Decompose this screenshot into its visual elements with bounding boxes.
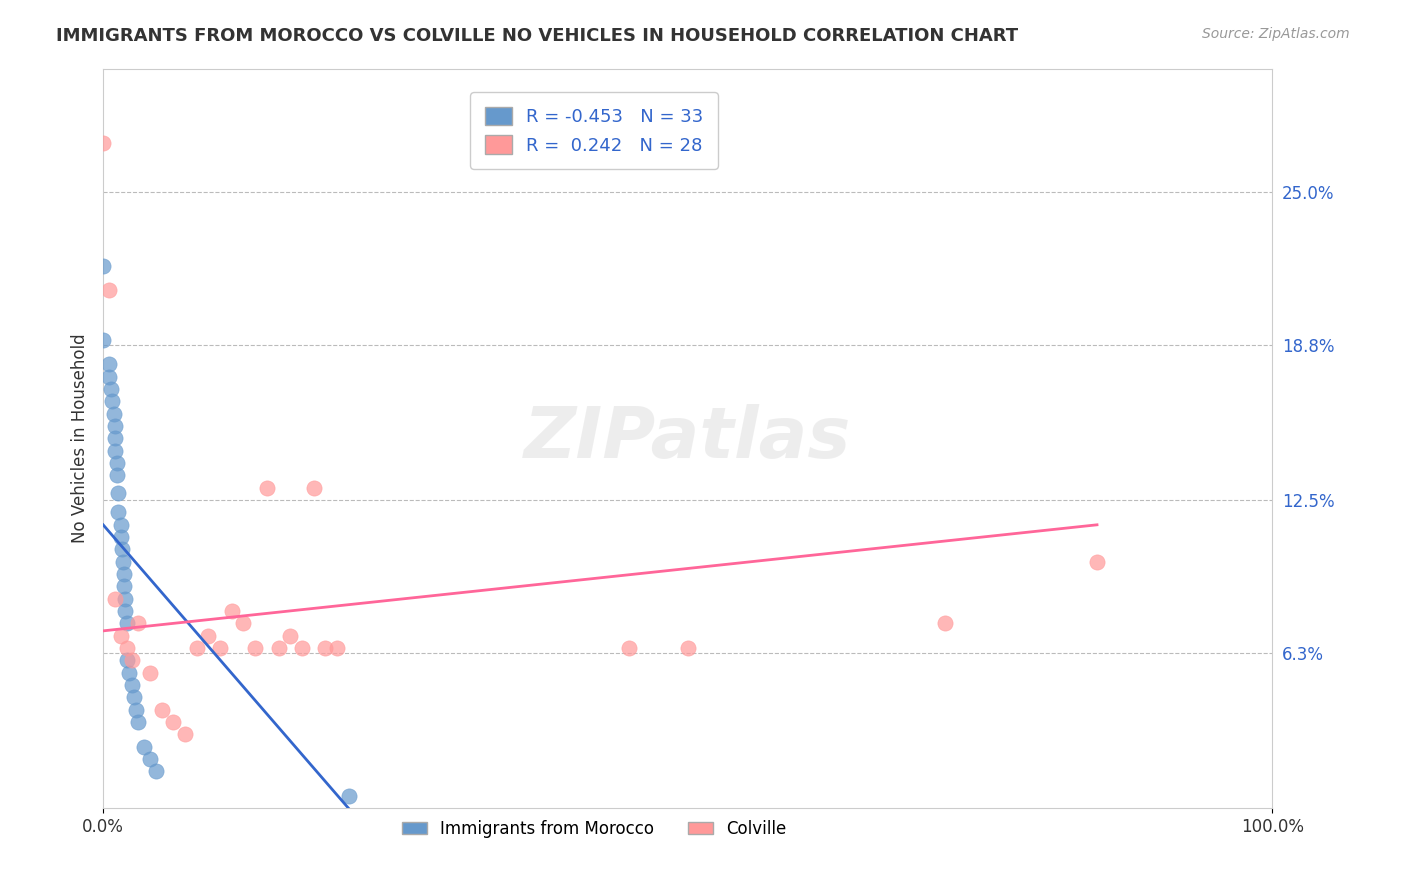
Point xyxy=(934,616,956,631)
Y-axis label: No Vehicles in Household: No Vehicles in Household xyxy=(72,334,89,543)
Point xyxy=(267,641,290,656)
Point xyxy=(314,641,336,656)
Point xyxy=(100,382,122,396)
Point xyxy=(110,517,132,532)
Point xyxy=(91,333,114,347)
Point xyxy=(115,616,138,631)
Point xyxy=(139,752,162,766)
Point xyxy=(127,715,149,730)
Point xyxy=(1085,555,1108,569)
Point xyxy=(174,727,197,741)
Point xyxy=(91,136,114,150)
Point xyxy=(111,555,134,569)
Point xyxy=(302,481,325,495)
Point xyxy=(111,542,134,557)
Point xyxy=(291,641,314,656)
Text: Source: ZipAtlas.com: Source: ZipAtlas.com xyxy=(1202,27,1350,41)
Point xyxy=(139,665,162,680)
Point xyxy=(243,641,266,656)
Point xyxy=(98,284,121,298)
Point xyxy=(104,591,127,606)
Point xyxy=(122,690,145,705)
Point xyxy=(209,641,232,656)
Point xyxy=(125,703,148,717)
Point xyxy=(118,665,141,680)
Point xyxy=(104,419,127,434)
Point xyxy=(103,407,125,421)
Point xyxy=(145,764,167,779)
Point xyxy=(91,259,114,273)
Point xyxy=(676,641,699,656)
Point xyxy=(98,358,121,372)
Point xyxy=(98,369,121,384)
Point xyxy=(278,629,301,643)
Point xyxy=(121,678,143,692)
Point xyxy=(107,485,129,500)
Point xyxy=(221,604,243,618)
Point xyxy=(112,567,135,582)
Point xyxy=(104,443,127,458)
Point xyxy=(114,604,136,618)
Point xyxy=(114,591,136,606)
Point xyxy=(186,641,208,656)
Point xyxy=(110,629,132,643)
Point xyxy=(256,481,278,495)
Text: ZIPatlas: ZIPatlas xyxy=(524,404,852,473)
Point xyxy=(337,789,360,804)
Point xyxy=(326,641,349,656)
Legend: Immigrants from Morocco, Colville: Immigrants from Morocco, Colville xyxy=(395,814,793,845)
Point xyxy=(101,394,124,409)
Point xyxy=(115,641,138,656)
Point xyxy=(619,641,641,656)
Point xyxy=(104,432,127,446)
Point xyxy=(105,468,128,483)
Point xyxy=(127,616,149,631)
Point xyxy=(107,506,129,520)
Text: IMMIGRANTS FROM MOROCCO VS COLVILLE NO VEHICLES IN HOUSEHOLD CORRELATION CHART: IMMIGRANTS FROM MOROCCO VS COLVILLE NO V… xyxy=(56,27,1018,45)
Point xyxy=(150,703,173,717)
Point xyxy=(115,653,138,667)
Point xyxy=(121,653,143,667)
Point xyxy=(197,629,219,643)
Point xyxy=(110,530,132,544)
Point xyxy=(112,579,135,593)
Point xyxy=(162,715,184,730)
Point xyxy=(132,739,155,754)
Point xyxy=(105,456,128,470)
Point xyxy=(232,616,254,631)
